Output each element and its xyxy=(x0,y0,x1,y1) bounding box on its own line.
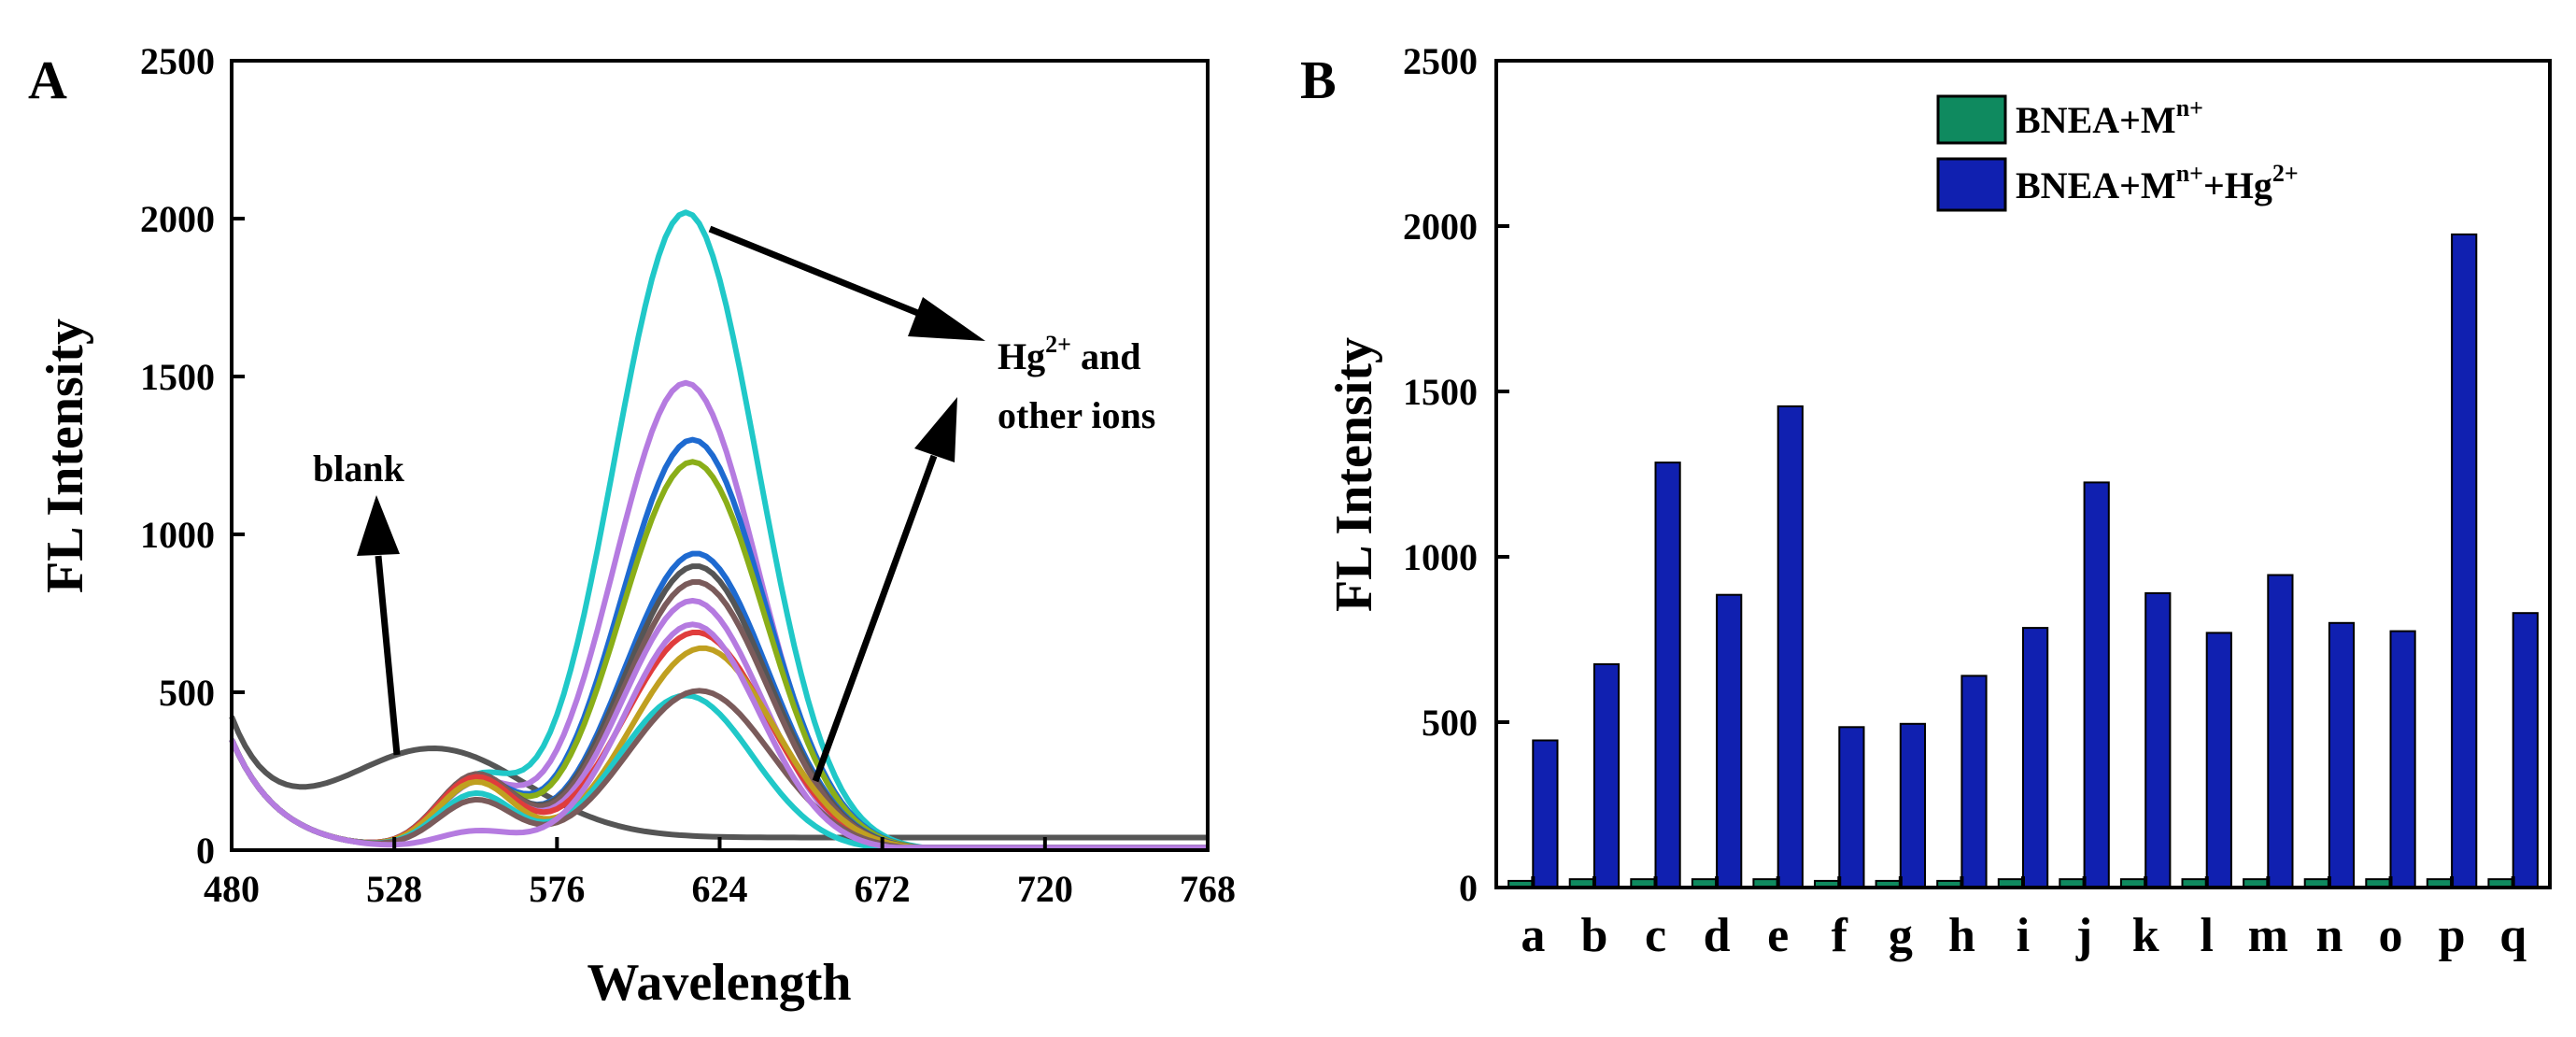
panel-b-y-tick-label: 0 xyxy=(1459,867,1478,909)
panel-b-category-label: n xyxy=(2315,909,2342,962)
bar-bnea-m-hg-k xyxy=(2144,591,2172,889)
panel-b-y-tick-label: 1500 xyxy=(1403,371,1478,413)
panel-a-y-tick-label: 1500 xyxy=(140,356,215,398)
panel-a-y-axis-title: FL Intensity xyxy=(36,319,94,593)
series-line-ion-6 xyxy=(229,563,1208,851)
panel-b-ticks: a b c d e f g h i j k l m n o p q 0 500 1000 1500 2000 2500 xyxy=(1403,40,2526,962)
panel-b-category-label: q xyxy=(2499,909,2526,962)
annotation-ions-line2: other ions xyxy=(998,394,1155,436)
panel-b-category-label: c xyxy=(1645,909,1666,962)
legend-swatch-bnea-m-hg xyxy=(1936,157,2007,212)
panel-b-category-label: p xyxy=(2439,909,2466,962)
panel-b-category-label: h xyxy=(1948,909,1975,962)
bar-bnea-m-hg-j xyxy=(2083,481,2110,889)
panel-a-y-tick-label: 2500 xyxy=(140,40,215,82)
panel-a-x-tick-label: 528 xyxy=(366,868,422,910)
panel-a-x-tick-label: 576 xyxy=(529,868,585,910)
legend-label-bnea-m-hg-base: BNEA+M xyxy=(2016,164,2176,206)
annotation-ions-line1: Hg2+ and xyxy=(998,331,1140,377)
panel-a-x-tick-label: 480 xyxy=(204,868,260,910)
arrow-peak-head xyxy=(908,297,985,341)
bar-bnea-m-hg-d xyxy=(1716,593,1743,888)
panel-a-y-tick-label: 2000 xyxy=(140,198,215,240)
arrow-blank-shaft xyxy=(375,555,401,756)
bar-bnea-m-hg-e xyxy=(1776,405,1804,888)
bar-bnea-m-hg-b xyxy=(1592,663,1621,888)
bar-bnea-m-hg-n xyxy=(2328,621,2356,888)
arrow-peak-shaft xyxy=(708,225,931,321)
panel-a: A 480 528 576 624 672 720 768 0 500 1000 1500 2000 2… xyxy=(28,40,1236,1012)
annotation-ions-hg: Hg xyxy=(998,335,1045,377)
panel-b-category-label: a xyxy=(1521,909,1545,962)
series-line-ion-9 xyxy=(229,630,1208,851)
panel-b-category-label: k xyxy=(2132,909,2159,962)
panel-b-category-label: i xyxy=(2017,909,2030,962)
legend-label-bnea-m-hg: BNEA+Mn++Hg2+ xyxy=(2016,160,2299,206)
arrow-others-head xyxy=(914,397,957,462)
panel-a-y-tick-label: 1000 xyxy=(140,514,215,556)
panel-b-category-label: g xyxy=(1889,909,1913,962)
legend-swatch-bnea-m xyxy=(1936,94,2007,145)
panel-b-category-label: o xyxy=(2378,909,2402,962)
annotation-arrows xyxy=(357,225,985,783)
panel-b-legend: BNEA+Mn+ BNEA+Mn++Hg2+ xyxy=(1936,94,2299,212)
bar-bnea-m-hg-p xyxy=(2451,233,2478,888)
panel-b-y-tick-label: 1000 xyxy=(1403,536,1478,578)
panel-b-y-tick-label: 2500 xyxy=(1403,40,1478,82)
arrow-blank-head xyxy=(357,495,400,556)
bar-bnea-m-hg-o xyxy=(2389,630,2416,888)
bar-bnea-m-hg-i xyxy=(2022,627,2049,888)
panel-b-label: B xyxy=(1300,50,1337,110)
panel-a-label: A xyxy=(28,50,67,110)
panel-a-x-tick-label: 768 xyxy=(1180,868,1236,910)
bar-bnea-m-hg-a xyxy=(1532,739,1559,888)
panel-b-category-label: b xyxy=(1580,909,1607,962)
panel-b-category-label: m xyxy=(2248,909,2288,962)
panel-a-x-axis-title: Wavelength xyxy=(587,954,851,1012)
panel-b: B a b c d e f g h i j k l m n o p q05001000150020002500 … xyxy=(1300,40,2552,962)
panel-a-ticks: 480 528 576 624 672 720 768 0 500 1000 1500 2000 250… xyxy=(140,40,1236,910)
bar-bnea-m-hg-m xyxy=(2267,574,2294,888)
bar-bnea-m-hg-q xyxy=(2512,612,2539,888)
legend-label-bnea-m-hg-sup1: n+ xyxy=(2176,160,2203,187)
bar-bnea-m-hg-h xyxy=(1960,675,1988,889)
panel-b-category-label: f xyxy=(1832,909,1848,962)
panel-a-x-tick-label: 624 xyxy=(692,868,748,910)
legend-label-bnea-m-sup: n+ xyxy=(2176,94,2203,121)
legend-label-bnea-m-hg-sup2: 2+ xyxy=(2272,160,2299,187)
series-line-ion-10 xyxy=(229,645,1208,851)
bar-bnea-m-hg-l xyxy=(2205,632,2232,889)
panel-b-category-label: l xyxy=(2201,909,2214,962)
panel-b-y-tick-label: 2000 xyxy=(1403,206,1478,248)
series-line-ion-11 xyxy=(229,692,1208,851)
panel-b-y-tick-label: 500 xyxy=(1422,702,1478,744)
annotation-ions-hg-sup: 2+ xyxy=(1045,331,1071,358)
bar-bnea-m-hg-c xyxy=(1654,462,1681,888)
bar-bnea-m-hg-f xyxy=(1838,726,1865,888)
panel-b-bars xyxy=(1507,233,2539,889)
panel-a-y-tick-label: 500 xyxy=(159,672,215,714)
legend-label-bnea-m: BNEA+Mn+ xyxy=(2016,94,2203,141)
panel-a-x-tick-label: 672 xyxy=(855,868,911,910)
panel-a-x-tick-label: 720 xyxy=(1017,868,1073,910)
panel-b-category-label: d xyxy=(1704,909,1731,962)
bar-bnea-m-hg-g xyxy=(1899,722,1927,888)
series-line-ion-8 xyxy=(229,598,1208,851)
panel-b-y-axis-title: FL Intensity xyxy=(1325,337,1383,612)
series-line-blank xyxy=(229,715,1208,841)
panel-a-y-tick-label: 0 xyxy=(196,830,215,872)
annotation-ions-and: and xyxy=(1071,335,1141,377)
legend-label-bnea-m-base: BNEA+M xyxy=(2016,99,2176,141)
arrow-others-shaft xyxy=(812,454,938,783)
panel-b-category-label: j xyxy=(2075,909,2092,962)
panel-b-category-label: e xyxy=(1767,909,1789,962)
legend-label-bnea-m-hg-rest: +Hg xyxy=(2203,164,2272,206)
series-line-ion-13 xyxy=(229,621,1208,851)
annotation-blank: blank xyxy=(313,447,405,490)
